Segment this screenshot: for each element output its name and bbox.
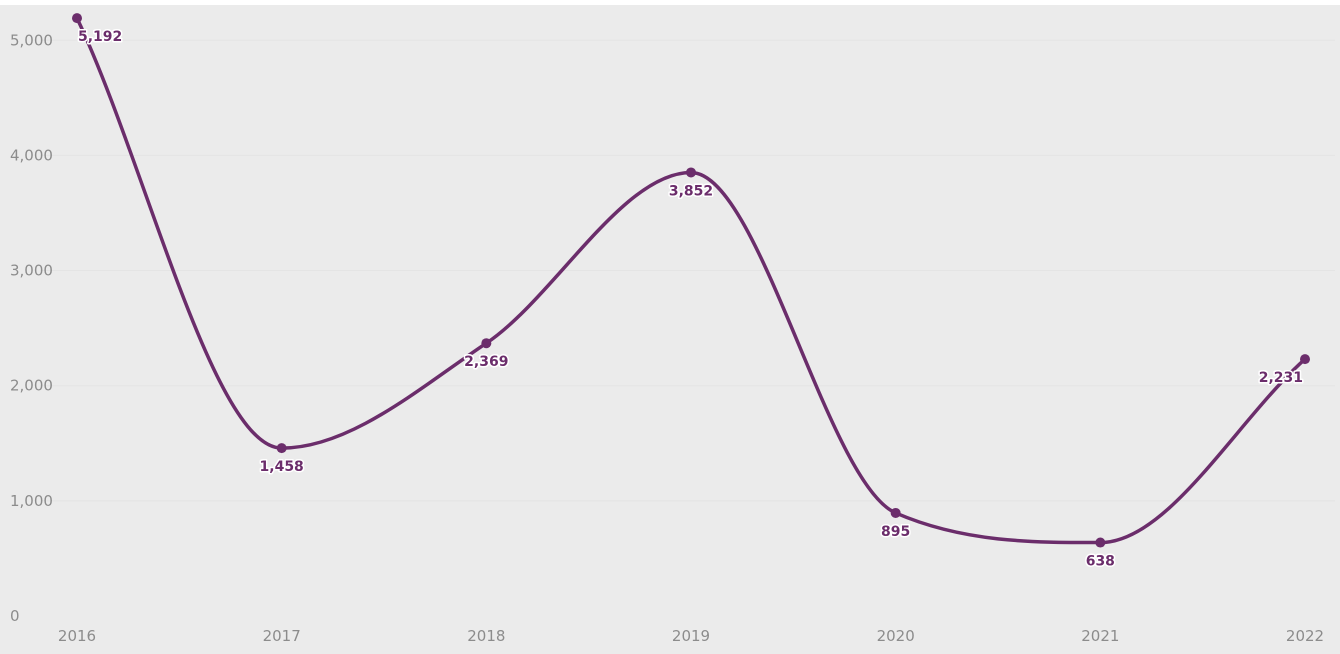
x-tick-label: 2018 (467, 627, 505, 645)
data-label-2021: 638 (1086, 554, 1115, 570)
x-tick-label: 2020 (877, 627, 915, 645)
grid-lines (40, 39, 1335, 502)
x-tick-label: 2021 (1081, 627, 1119, 645)
data-points (72, 13, 1310, 548)
data-label-2017: 1,458 (260, 459, 304, 475)
data-point-2018 (481, 338, 492, 349)
data-point-2020 (890, 507, 901, 518)
data-point-2021 (1095, 537, 1106, 548)
data-point-2019 (686, 167, 696, 178)
y-tick-label: 3,000 (10, 262, 53, 280)
data-point-2022 (1300, 354, 1310, 365)
y-axis-ticks: 0 1,000 2,000 3,000 4,000 5,000 (10, 31, 53, 625)
data-point-2016 (72, 13, 82, 24)
x-tick-label: 2019 (672, 627, 710, 645)
y-tick-label: 2,000 (10, 377, 53, 395)
y-tick-label: 4,000 (10, 146, 53, 164)
data-label-2016: 5,192 (78, 29, 122, 45)
data-label-2019: 3,852 (669, 183, 713, 199)
x-axis-ticks: 2016 2017 2018 2019 2020 2021 2022 (58, 627, 1324, 645)
x-tick-label: 2017 (263, 627, 301, 645)
data-label-2022: 2,231 (1259, 370, 1303, 386)
x-tick-label: 2022 (1286, 627, 1324, 645)
data-label-2020: 895 (881, 524, 910, 540)
data-label-2018: 2,369 (464, 354, 508, 370)
data-point-2017 (276, 443, 287, 454)
y-tick-label: 0 (10, 607, 20, 625)
y-tick-label: 1,000 (10, 492, 53, 510)
x-tick-label: 2016 (58, 627, 96, 645)
plot-background (0, 5, 1340, 654)
data-labels: 5,192 1,458 2,369 3,852 895 638 2,231 (77, 28, 1305, 571)
y-tick-label: 5,000 (10, 31, 53, 49)
